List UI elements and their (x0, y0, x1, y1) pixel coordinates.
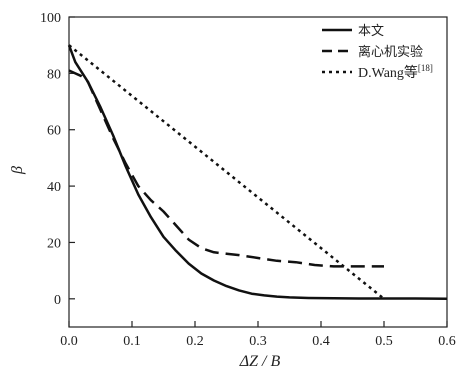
x-axis-ticks: 0.0 0.1 0.2 0.3 0.4 0.5 0.6 (60, 321, 456, 349)
x-tick-label: 0.1 (123, 334, 141, 349)
series-line-solid (67, 44, 448, 301)
legend-label-dotted-cite: [18] (418, 63, 433, 73)
legend-label-dotted: D.Wang等[18] (358, 63, 433, 81)
y-axis-label: β (9, 166, 26, 175)
x-axis-label: ΔZ / B (239, 353, 281, 370)
legend-label-solid: 本文 (358, 24, 384, 39)
series-line-dashed (68, 69, 384, 268)
y-tick-label: 100 (40, 11, 61, 26)
y-tick-label: 40 (47, 180, 61, 195)
y-tick-label: 0 (54, 293, 61, 308)
legend-label-dotted-name: D.Wang等 (358, 64, 418, 81)
y-tick-label: 80 (47, 67, 61, 82)
x-tick-label: 0.2 (186, 334, 204, 349)
plot-frame (68, 16, 448, 328)
x-tick-label: 0.0 (60, 334, 78, 349)
legend: 本文 离心机实验 D.Wang等[18] (322, 24, 433, 81)
series-line-dotted (68, 44, 385, 300)
y-axis-ticks: 0 20 40 60 80 100 (40, 11, 75, 308)
plot-border (68, 16, 448, 328)
y-tick-label: 60 (47, 124, 61, 139)
x-tick-label: 0.4 (312, 334, 330, 349)
series-layer (67, 44, 448, 301)
legend-label-dashed: 离心机实验 (358, 44, 423, 60)
x-tick-label: 0.6 (438, 334, 456, 349)
y-tick-label: 20 (47, 236, 61, 251)
x-tick-label: 0.3 (249, 334, 267, 349)
x-tick-label: 0.5 (375, 334, 393, 349)
